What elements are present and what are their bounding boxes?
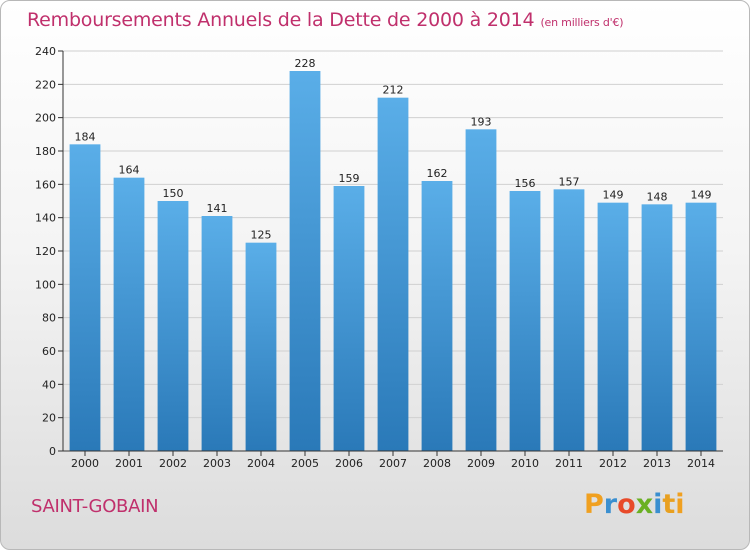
bar-2009 [465,129,497,452]
x-tick-label-2001: 2001 [115,457,143,470]
data-label-2002: 150 [163,187,184,200]
bar-2004 [245,242,277,451]
bar-2002 [157,201,189,451]
x-tick-label-2011: 2011 [555,457,583,470]
y-tick-label: 100 [35,278,56,291]
y-tick-label: 0 [49,445,56,458]
x-tick-label-2013: 2013 [643,457,671,470]
x-tick-label-2010: 2010 [511,457,539,470]
bar-2012 [597,202,629,451]
proxiti-logo[interactable]: Proxiti [584,489,685,520]
bar-2001 [113,177,145,451]
y-tick-label: 160 [35,178,56,191]
bar-2013 [641,204,673,451]
x-tick-label-2009: 2009 [467,457,495,470]
y-tick-label: 20 [42,412,56,425]
y-tick-label: 40 [42,378,56,391]
x-tick-label-2012: 2012 [599,457,627,470]
commune-name: SAINT-GOBAIN [31,496,159,517]
x-tick-label-2002: 2002 [159,457,187,470]
bar-2011 [553,189,585,452]
data-label-2007: 212 [383,84,404,97]
bar-2014 [685,202,717,451]
bar-2006 [333,186,365,451]
bar-2005 [289,71,321,451]
x-tick-label-2014: 2014 [687,457,715,470]
bar-2008 [421,181,453,451]
y-tick-label: 180 [35,145,56,158]
y-tick-label: 240 [35,45,56,58]
y-tick-label: 200 [35,112,56,125]
axis-layer: 0 20 40 60 80 100 120 140 160 180 200 220 240 2000 200… [35,45,723,470]
x-tick-label-2005: 2005 [291,457,319,470]
logo-letter: r [603,489,618,520]
data-label-2008: 162 [427,167,448,180]
data-label-2014: 149 [691,189,712,202]
bar-2010 [509,191,541,451]
data-label-2003: 141 [207,202,228,215]
logo-letter: i [653,489,663,520]
x-tick-label-2003: 2003 [203,457,231,470]
bar-2000 [69,144,101,452]
y-tick-label: 120 [35,245,56,258]
data-label-2009: 193 [471,115,492,128]
bar-2003 [201,216,233,451]
data-label-2004: 125 [251,229,272,242]
data-label-2001: 164 [119,164,140,177]
chart-title: Remboursements Annuels de la Dette de 20… [27,9,624,31]
data-label-2013: 148 [647,190,668,203]
x-tick-label-2000: 2000 [71,457,99,470]
bars-layer: 184 164 150 141 125 228 159 212 162 193 156 157 149 1… [69,57,717,452]
x-tick-label-2006: 2006 [335,457,363,470]
y-tick-label: 140 [35,212,56,225]
data-label-2006: 159 [339,172,360,185]
logo-letter: x [635,489,654,520]
logo-letter: P [584,489,604,520]
x-tick-label-2007: 2007 [379,457,407,470]
data-label-2005: 228 [295,57,316,70]
logo-letter: o [617,489,636,520]
chart-subtitle: (en milliers d'€) [540,16,624,29]
data-label-2012: 149 [603,189,624,202]
data-label-2010: 156 [515,177,536,190]
data-label-2000: 184 [75,130,96,143]
x-tick-label-2004: 2004 [247,457,275,470]
data-label-2011: 157 [559,175,580,188]
y-tick-label: 220 [35,78,56,91]
logo-letter: t [662,489,676,520]
y-tick-label: 60 [42,345,56,358]
x-tick-label-2008: 2008 [423,457,451,470]
chart-title-text: Remboursements Annuels de la Dette de 20… [27,9,535,31]
bar-2007 [377,97,409,452]
y-tick-label: 80 [42,312,56,325]
logo-letter: i [675,489,685,520]
